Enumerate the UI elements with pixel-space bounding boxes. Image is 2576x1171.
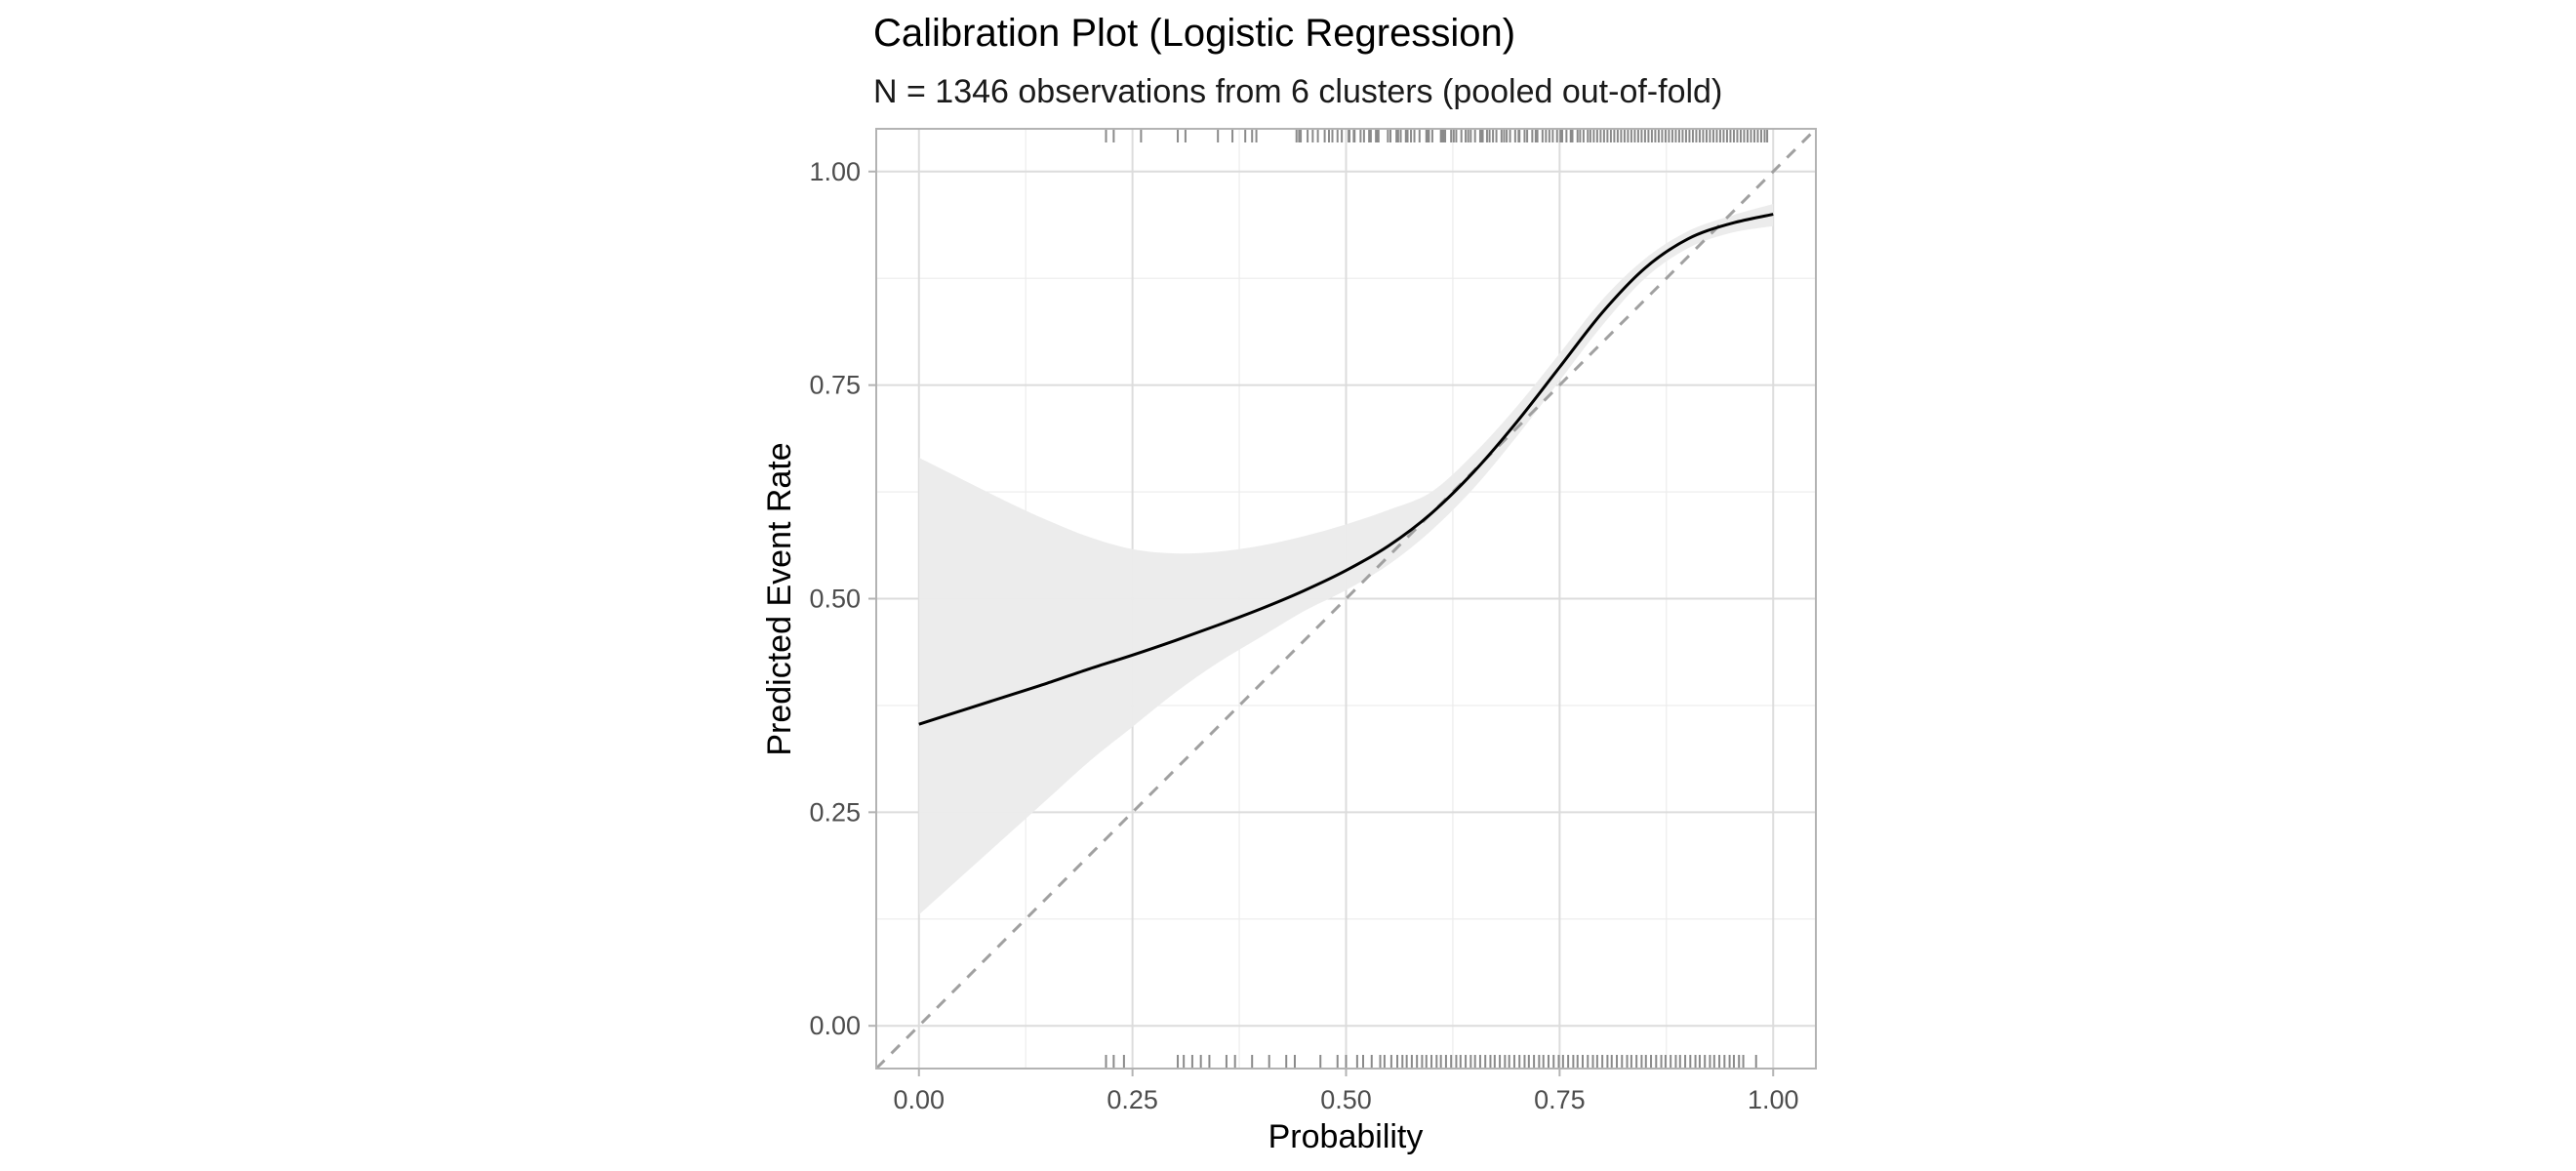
y-tick-label: 0.75 [809, 371, 861, 400]
y-tick-label: 1.00 [809, 157, 861, 186]
y-axis: 0.00 0.25 0.50 0.75 1.00 [809, 157, 876, 1040]
x-axis-title: Probability [1268, 1118, 1424, 1155]
y-tick-label: 0.25 [809, 797, 861, 827]
confidence-band-layer [918, 204, 1774, 915]
line-layer [874, 127, 1818, 1070]
confidence-band [918, 204, 1774, 915]
rug-layer [1105, 129, 1769, 1069]
y-tick-label: 0.50 [809, 585, 861, 614]
chart-title: Calibration Plot (Logistic Regression) [873, 12, 1515, 55]
x-tick-label: 0.75 [1534, 1085, 1586, 1114]
x-tick-label: 0.50 [1320, 1085, 1372, 1114]
y-axis-title: Predicted Event Rate [761, 442, 798, 755]
calibration-curve [918, 213, 1774, 726]
x-tick-label: 0.25 [1107, 1085, 1158, 1114]
x-axis: 0.00 0.25 0.50 0.75 1.00 [893, 1069, 1799, 1114]
x-tick-label: 0.00 [893, 1085, 945, 1114]
x-tick-label: 1.00 [1748, 1085, 1799, 1114]
reference-diagonal-line [874, 127, 1818, 1070]
chart-subtitle: N = 1346 observations from 6 clusters (p… [873, 73, 1722, 110]
y-tick-label: 0.00 [809, 1011, 861, 1040]
